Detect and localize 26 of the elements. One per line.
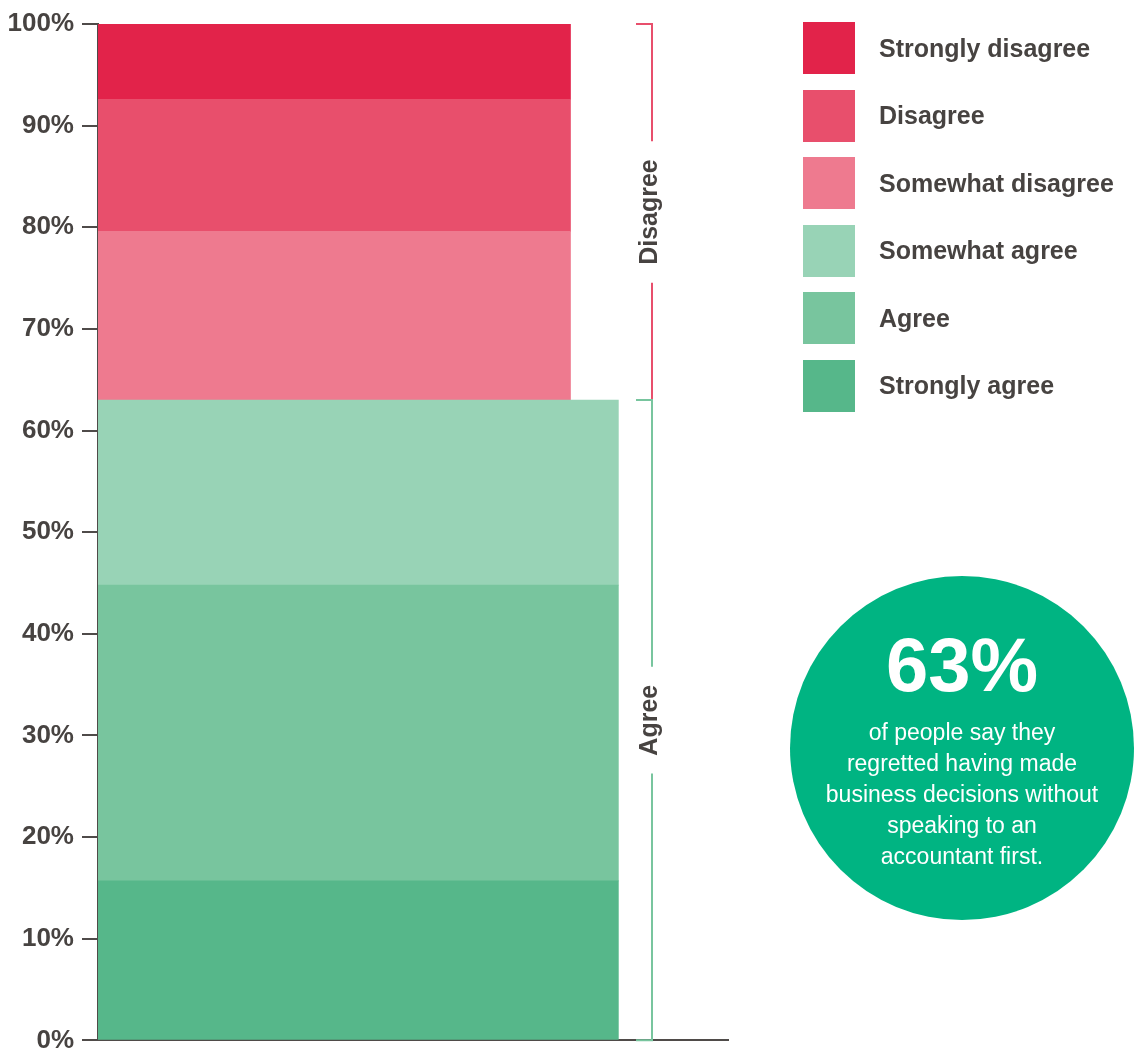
bar xyxy=(98,880,619,1040)
y-tick-label: 20% xyxy=(21,820,74,851)
legend-label: Disagree xyxy=(879,101,985,131)
bar xyxy=(98,584,619,882)
y-tick-label: 90% xyxy=(21,108,74,139)
legend-label: Strongly agree xyxy=(879,371,1055,401)
text: Disagree xyxy=(633,159,662,265)
bar xyxy=(98,24,571,100)
bar xyxy=(98,231,571,401)
bar xyxy=(98,98,571,232)
legend-label: Somewhat disagree xyxy=(879,168,1114,198)
y-tick-label: 80% xyxy=(21,210,74,241)
y-tick-label: 60% xyxy=(21,413,74,444)
y-tick-label: 30% xyxy=(21,718,74,749)
y-tick-label: 0% xyxy=(36,1023,74,1054)
callout-circle: 63% of people say they regretted having made business decisions without speaking to an accountant first. xyxy=(790,576,1134,920)
legend-label: Somewhat agree xyxy=(879,236,1078,266)
text: Agree xyxy=(633,684,662,756)
legend-label: Agree xyxy=(879,303,950,333)
y-tick-label: 100% xyxy=(7,7,74,38)
y-tick-label: 10% xyxy=(21,921,74,952)
bar xyxy=(98,399,619,586)
y-tick-label: 50% xyxy=(21,515,74,546)
y-tick-label: 70% xyxy=(21,312,74,343)
y-tick-label: 40% xyxy=(21,617,74,648)
legend-label: Strongly disagree xyxy=(879,33,1091,63)
